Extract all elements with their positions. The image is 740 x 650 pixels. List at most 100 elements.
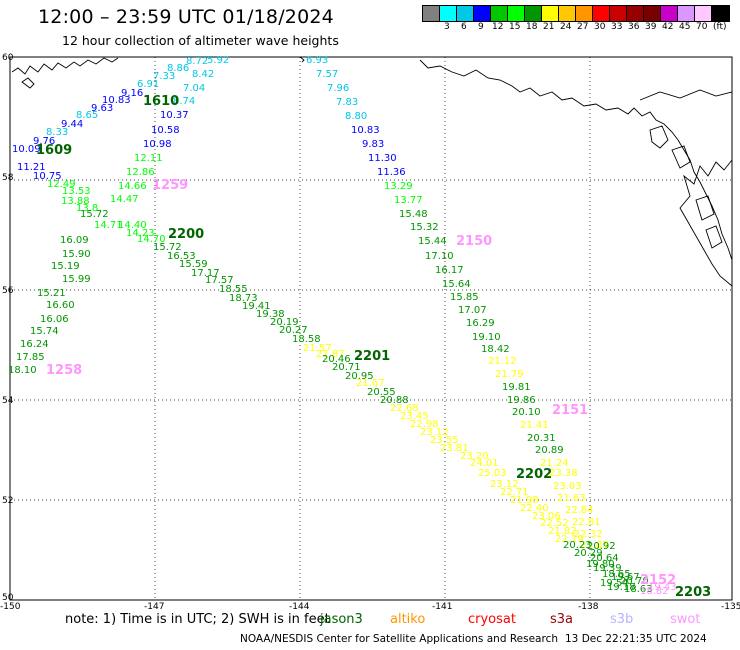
wave-height-value: 22.81 — [572, 517, 601, 528]
wave-height-value: 21.98 — [510, 495, 539, 506]
wave-height-value: 14.23 — [126, 228, 155, 239]
lat-label-60: 60 — [2, 53, 14, 63]
sat-cryosat: cryosat — [468, 612, 516, 627]
wave-height-value: 8.80 — [345, 111, 367, 122]
wave-height-value: 16.53 — [167, 251, 196, 262]
wave-height-value: 15.74 — [30, 326, 59, 337]
legend-swatch — [610, 6, 627, 21]
wave-height-value: 21.41 — [520, 420, 549, 431]
generated-timestamp: 13 Dec 22:21:35 UTC 2024 — [565, 633, 707, 645]
wave-height-value: 22.40 — [520, 503, 549, 514]
track-time-label: 1258 — [46, 363, 82, 378]
sat-s3a: s3a — [550, 612, 574, 627]
wave-height-value: 24.01 — [470, 458, 499, 469]
wave-height-value: 20.71 — [332, 362, 361, 373]
wave-height-value: 21.24 — [540, 458, 569, 469]
wave-height-value: 20.10 — [512, 407, 541, 418]
coastline-alaska-panhandle — [419, 59, 733, 261]
legend-swatch — [457, 6, 474, 21]
wave-height-value: 15.44 — [418, 236, 447, 247]
wave-height-value: 7.04 — [183, 83, 205, 94]
map-title: 12:00 – 23:59 UTC 01/18/2024 — [38, 6, 334, 28]
wave-height-value: 8.33 — [46, 127, 68, 138]
wave-height-value: 23.06 — [532, 511, 561, 522]
wave-height-value: 20.70 — [620, 576, 649, 587]
wave-height-value: 7.33 — [153, 71, 175, 82]
legend-label: 21 — [543, 22, 555, 32]
legend-label: 15 — [509, 22, 521, 32]
wave-height-value: 12.86 — [126, 167, 155, 178]
wave-height-value: 20.55 — [367, 387, 396, 398]
wave-height-value: 8.65 — [76, 110, 98, 121]
coastline-point — [299, 56, 305, 63]
legend-label: 24 — [560, 22, 572, 32]
wave-height-value: 16.60 — [46, 300, 75, 311]
wave-height-value: 19.39 — [593, 563, 622, 574]
map-frame — [9, 56, 733, 601]
wave-height-value: 15.59 — [179, 259, 208, 270]
wave-height-value: 9.63 — [91, 103, 113, 114]
legend-label: 33 — [611, 22, 623, 32]
wave-height-value: 14.40 — [118, 220, 147, 231]
lon-gridlines — [154, 57, 591, 600]
wave-height-value: 9.76 — [33, 136, 55, 147]
legend-unit: (ft) — [713, 22, 727, 32]
axis-labels: 60 58 56 54 52 50 -150 -147 -144 -141 -1… — [0, 53, 740, 612]
lon-label-138: -138 — [578, 602, 599, 612]
wave-height-value: 19.43 — [648, 582, 677, 593]
legend-label: 3 — [444, 22, 450, 32]
wave-height-value: 21.85 — [580, 540, 609, 551]
wave-height-value: 20.92 — [587, 541, 616, 552]
legend-swatch — [491, 6, 508, 21]
legend-label: 39 — [645, 22, 657, 32]
wave-height-value: 11.30 — [368, 153, 397, 164]
track-time-label: 1609 — [36, 143, 72, 158]
coastline-islands-2 — [649, 125, 723, 249]
wave-height-value: 20.19 — [270, 317, 299, 328]
wave-height-value: 10.75 — [33, 171, 62, 182]
wave-height-value: 20.27 — [279, 325, 308, 336]
wave-height-value: 8.86 — [167, 63, 189, 74]
credit-line: NOAA/NESDIS Center for Satellite Applica… — [240, 633, 558, 645]
wave-height-value: 17.57 — [205, 275, 234, 286]
color-legend-labels: 3 6 9 12 15 18 21 24 27 30 33 36 39 42 45 70 — [0, 22, 740, 36]
legend-label: 9 — [478, 22, 484, 32]
lat-label-58: 58 — [2, 173, 14, 183]
wave-height-value: 19.54 — [600, 578, 629, 589]
wave-height-value: 21.63 — [557, 493, 586, 504]
wave-height-value: 21.57 — [303, 343, 332, 354]
wave-height-value: 19.18 — [607, 582, 636, 593]
wave-height-value: 22.52 — [540, 518, 569, 529]
wave-height-value: 20.89 — [535, 445, 564, 456]
wave-height-value: 10.58 — [151, 125, 180, 136]
wave-height-value: 22.71 — [500, 487, 529, 498]
wave-height-value: 17.17 — [191, 268, 220, 279]
lon-label-150: -150 — [0, 602, 21, 612]
wave-height-value: 14.66 — [118, 181, 147, 192]
track-time-label: 2152 — [640, 573, 676, 588]
legend-swatch — [661, 6, 678, 21]
sat-altiko: altiko — [390, 612, 426, 627]
wave-height-value: 22.98 — [410, 419, 439, 430]
sat-swot: swot — [670, 612, 701, 627]
lon-label-144: -144 — [289, 602, 310, 612]
wave-height-value: 6.93 — [306, 55, 328, 66]
wave-height-value: 10.83 — [102, 95, 131, 106]
track-time-label: 2203 — [675, 585, 711, 600]
wave-height-value: 18.63 — [624, 584, 653, 595]
track-time-label: 2200 — [168, 227, 204, 242]
wave-height-value: 21.12 — [488, 356, 517, 367]
wave-height-value: 17.07 — [458, 305, 487, 316]
wave-height-value: 8.72 — [186, 56, 208, 67]
wave-height-value: 9.44 — [61, 119, 83, 130]
wave-height-value: 15.90 — [62, 249, 91, 260]
track-time-label: 2202 — [516, 467, 552, 482]
wave-height-value: 8.74 — [173, 96, 195, 107]
legend-swatch — [525, 6, 542, 21]
wave-height-value: 25.03 — [478, 468, 507, 479]
wave-height-value: 19.38 — [256, 309, 285, 320]
wave-height-value: 21.82 — [548, 526, 577, 537]
legend-label: 70 — [696, 22, 708, 32]
legend-swatch — [712, 6, 729, 21]
wave-height-value: 20.29 — [574, 548, 603, 559]
